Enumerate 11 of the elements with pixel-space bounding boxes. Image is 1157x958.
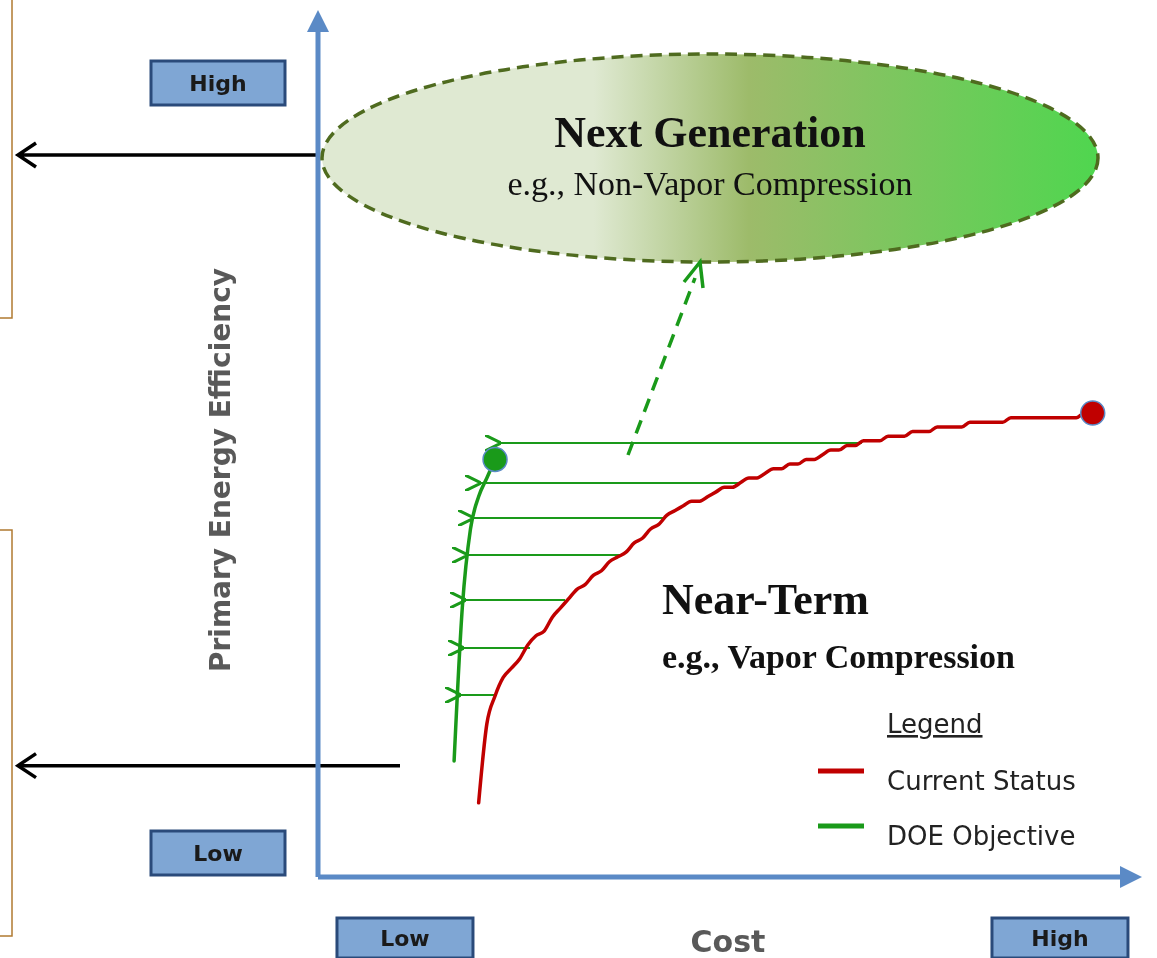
y-axis-title: Primary Energy Efficiency (204, 267, 237, 673)
text: High (189, 71, 247, 96)
text: Next Generation (554, 108, 866, 157)
x-axis-title: Cost (690, 924, 766, 958)
text: e.g., Non-Vapor Compression (507, 165, 913, 202)
annotation: Near-Term (662, 575, 869, 624)
text: Low (193, 841, 243, 866)
legend-title: Legend (887, 709, 983, 739)
legend-label: Current Status (887, 766, 1076, 796)
annotation: e.g., Vapor Compression (662, 638, 1016, 675)
legend-label: DOE Objective (887, 821, 1076, 851)
